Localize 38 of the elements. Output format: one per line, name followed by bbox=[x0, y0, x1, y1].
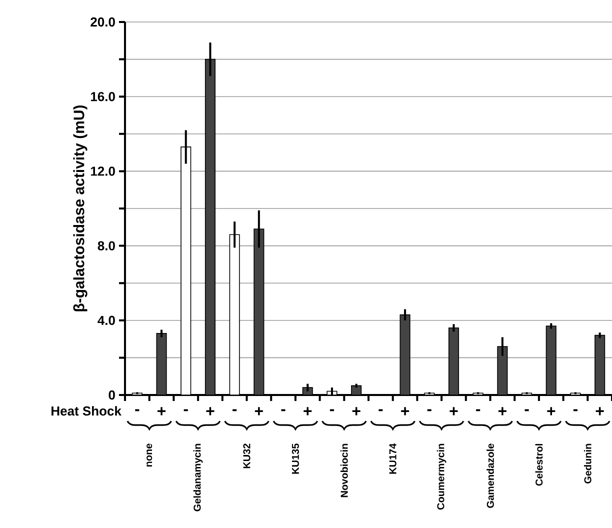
text: - bbox=[476, 409, 480, 412]
x-tick-label: Coumermycin bbox=[436, 444, 446, 510]
x-tick-label: KU174 bbox=[389, 443, 396, 474]
x-tick-label: Gamendazole bbox=[486, 444, 494, 508]
y-tick-label: 20.0 bbox=[90, 17, 115, 27]
text: - bbox=[184, 409, 188, 412]
text: + bbox=[547, 407, 556, 416]
legend-title: Heat Shock bbox=[52, 406, 122, 416]
x-tick-label: KU135 bbox=[292, 444, 299, 474]
text: + bbox=[401, 407, 410, 416]
legend-label: - bbox=[135, 409, 140, 412]
text: - bbox=[524, 409, 529, 412]
y-axis-title: β-galactosidase activity (mU) bbox=[73, 106, 88, 312]
text: + bbox=[498, 407, 506, 416]
x-tick-label: Celestrol bbox=[535, 444, 543, 486]
text: - bbox=[573, 409, 578, 412]
text: + bbox=[254, 407, 263, 416]
text: + bbox=[450, 407, 458, 416]
x-tick-label: Geldanamycin bbox=[193, 444, 203, 512]
y-tick-label: 0 bbox=[108, 390, 115, 400]
text: + bbox=[596, 407, 604, 416]
text: + bbox=[206, 407, 214, 416]
x-tick-label: Gedunin bbox=[584, 444, 592, 484]
legend-label: + bbox=[158, 407, 166, 416]
x-tick-label: none bbox=[146, 444, 152, 467]
text: - bbox=[281, 409, 286, 412]
text: - bbox=[330, 409, 334, 412]
text: - bbox=[378, 409, 383, 412]
y-tick-label: 16.0 bbox=[90, 92, 115, 102]
y-tick-label: 4.0 bbox=[98, 316, 115, 326]
y-tick-label: 8.0 bbox=[98, 241, 115, 250]
text: + bbox=[304, 407, 312, 416]
text: - bbox=[232, 409, 237, 412]
x-tick-label: KU32 bbox=[243, 444, 250, 468]
x-tick-label: Novobiocin bbox=[340, 444, 348, 498]
text: - bbox=[427, 409, 432, 412]
y-tick-label: 12.0 bbox=[90, 166, 115, 176]
text: + bbox=[352, 407, 360, 416]
